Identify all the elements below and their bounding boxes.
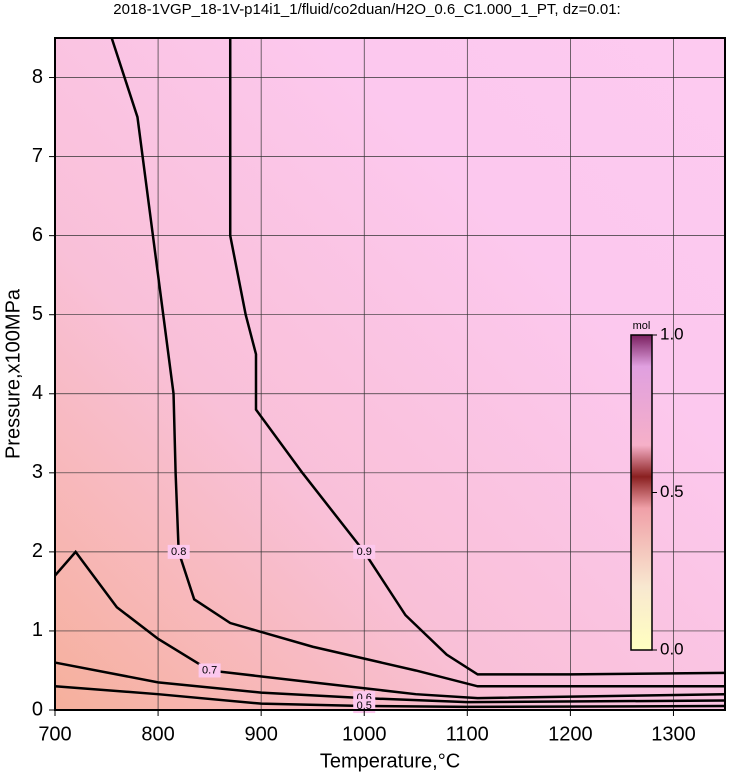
y-tick-label: 0 (32, 698, 43, 720)
chart-title: 2018-1VGP_18-1V-p14i1_1/fluid/co2duan/H2… (113, 1, 620, 18)
x-tick-label: 1300 (651, 723, 696, 745)
x-tick-label: 800 (141, 723, 174, 745)
colorbar-tick-label: 1.0 (660, 324, 684, 343)
contour-line (228, 38, 726, 676)
contour-line (54, 661, 726, 704)
x-axis-label: Temperature,°C (320, 750, 460, 772)
y-tick-label: 4 (32, 382, 43, 404)
colorbar (630, 334, 653, 651)
contour-line (54, 685, 726, 709)
contour-label-bg (198, 663, 221, 678)
y-axis-label: Pressure,x100MPa (2, 288, 24, 459)
y-tick-label: 1 (32, 619, 43, 641)
x-tick-label: 900 (244, 723, 277, 745)
plot-frame (54, 37, 726, 711)
y-tick-label: 3 (32, 461, 43, 483)
y-tick-label: 5 (32, 303, 43, 325)
colorbar-tick-label: 0.5 (660, 482, 684, 501)
contour-label: 0.5 (357, 700, 372, 712)
colorbar-label: mol (633, 320, 651, 332)
contour-label: 0.9 (357, 546, 372, 558)
contour-label: 0.7 (202, 664, 217, 676)
contour-label-bg (167, 544, 190, 559)
y-tick-label: 7 (32, 145, 43, 167)
y-tick-label: 2 (32, 540, 43, 562)
plot-background (55, 38, 725, 710)
x-tick-label: 700 (38, 723, 71, 745)
y-tick-label: 8 (32, 66, 43, 88)
x-tick-label: 1200 (548, 723, 593, 745)
colorbar-tick-label: 0.0 (660, 639, 684, 658)
x-tick-label: 1000 (342, 723, 387, 745)
x-tick-label: 1100 (446, 723, 489, 745)
y-tick-label: 6 (32, 224, 43, 246)
plot-layer: 0.90.80.70.60.5 (54, 37, 726, 714)
contour-label-bg (353, 544, 376, 559)
contour-label: 0.8 (171, 546, 186, 558)
